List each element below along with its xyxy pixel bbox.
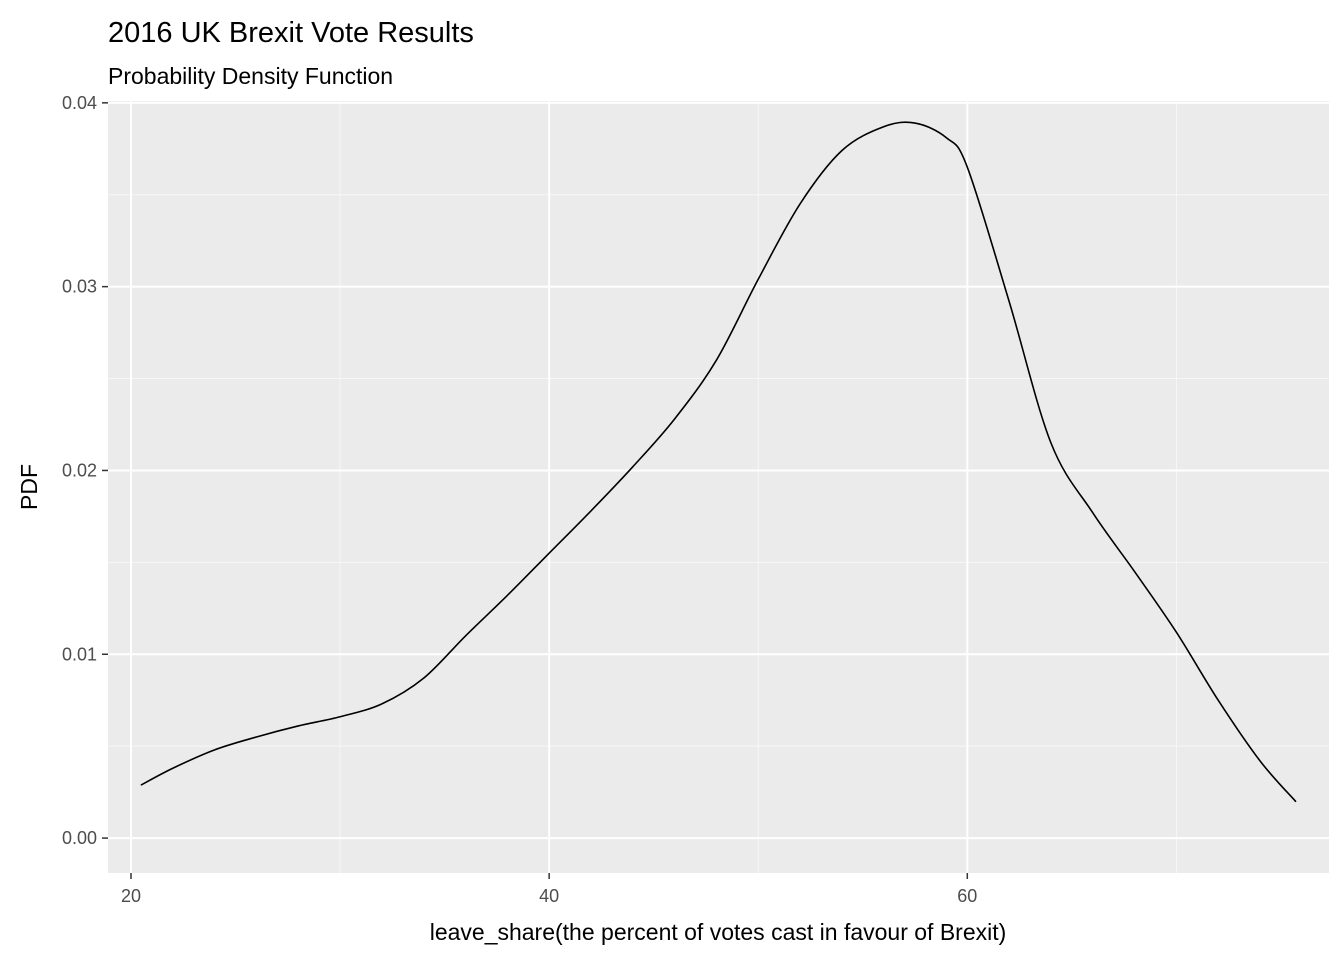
- chart-subtitle: Probability Density Function: [108, 63, 393, 89]
- y-tick-label: 0.01: [62, 644, 97, 664]
- y-tick-label: 0.00: [62, 828, 97, 848]
- y-tick-label: 0.03: [62, 277, 97, 297]
- major-gridlines: [108, 101, 1329, 873]
- y-axis: 0.00 0.01 0.02 0.03 0.04: [62, 93, 108, 848]
- x-tick-label: 60: [957, 886, 977, 906]
- minor-gridlines: [108, 101, 1329, 873]
- y-tick-label: 0.02: [62, 460, 97, 480]
- x-tick-label: 40: [539, 886, 559, 906]
- y-tick-label: 0.04: [62, 93, 97, 113]
- x-axis: 20 40 60: [121, 873, 977, 906]
- x-tick-label: 20: [121, 886, 141, 906]
- density-curve: [140, 121, 1297, 803]
- x-axis-title: leave_share(the percent of votes cast in…: [430, 919, 1007, 945]
- chart-title: 2016 UK Brexit Vote Results: [108, 17, 474, 49]
- plot-panel: [108, 101, 1329, 873]
- y-axis-title: PDF: [16, 464, 42, 510]
